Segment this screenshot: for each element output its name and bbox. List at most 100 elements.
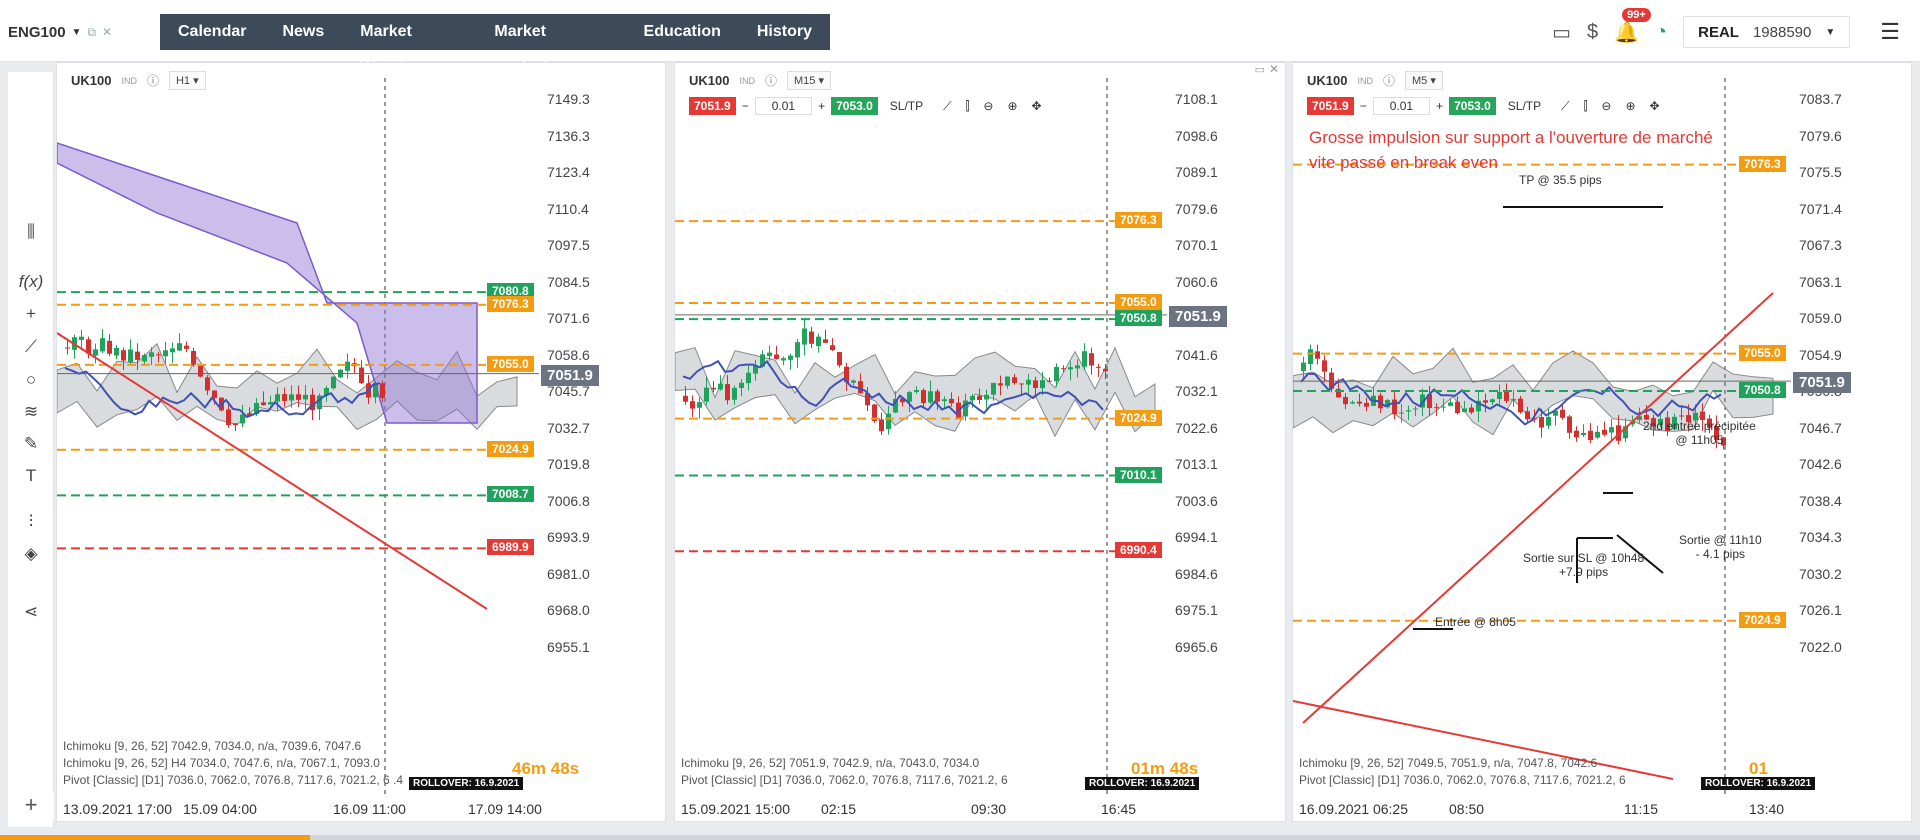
layout-icon[interactable]: ▭	[1552, 21, 1571, 44]
candle	[1469, 407, 1474, 413]
indicator-line[interactable]: Ichimoku [9, 26, 52] 7049.5, 7051.9, n/a…	[1299, 756, 1598, 770]
line-tool-icon[interactable]: ⟋	[25, 337, 37, 356]
zoom-in-icon[interactable]: ⊕	[1625, 99, 1636, 113]
pen-icon[interactable]: ✎	[23, 434, 39, 453]
plus-icon[interactable]: +	[1436, 99, 1444, 113]
crosshair-icon[interactable]: +	[26, 304, 36, 323]
buy-button[interactable]: 7053.0	[1449, 97, 1496, 115]
candle	[788, 355, 793, 360]
maximize-icon[interactable]: ▭	[1254, 64, 1265, 76]
chart-panel-m15[interactable]: UK100 IND ⓘ M15 ▾ 7051.9 − 0.01 + 7053.0…	[674, 62, 1286, 822]
minus-icon[interactable]: −	[741, 99, 749, 113]
nav-news[interactable]: News	[282, 23, 325, 40]
indicator-line[interactable]: Pivot [Classic] [D1] 7036.0, 7062.0, 707…	[1299, 773, 1626, 787]
candles-icon[interactable]: ⫿	[1583, 98, 1588, 113]
layers-icon[interactable]: ◈	[24, 544, 38, 563]
zoom-out-icon[interactable]: ⊖	[983, 99, 994, 113]
annotation-line: @ 11h05	[1675, 433, 1724, 447]
minus-icon[interactable]: −	[1359, 99, 1367, 113]
sell-button[interactable]: 7051.9	[1307, 97, 1354, 115]
share-icon[interactable]: ⋖	[23, 602, 39, 621]
candle	[79, 336, 84, 340]
x-axis-label: 17.09 14:00	[468, 801, 542, 817]
y-axis-label: 6993.9	[547, 529, 590, 545]
info-icon[interactable]: ⓘ	[764, 74, 777, 88]
popout-icon[interactable]: ⧉	[87, 24, 97, 39]
y-axis-label: 7079.6	[1175, 200, 1218, 217]
indicator-line[interactable]: Ichimoku [9, 26, 52] 7051.9, 7042.9, n/a…	[681, 756, 980, 770]
chart-panel-m5[interactable]: UK100 IND ⓘ M5 ▾ 7051.9 − 0.01 + 7053.0 …	[1292, 62, 1912, 822]
chart-canvas[interactable]	[675, 63, 1286, 822]
bell-icon[interactable]: 🔔 99+	[1614, 7, 1651, 45]
info-icon[interactable]: ⓘ	[1382, 74, 1395, 88]
nav-education[interactable]: Education	[643, 23, 721, 40]
candle	[212, 390, 217, 398]
candle	[135, 351, 140, 360]
function-icon[interactable]: f(x)	[18, 272, 44, 291]
nav-calendar[interactable]: Calendar	[178, 23, 247, 40]
candle	[1434, 407, 1439, 409]
candle	[1665, 417, 1670, 432]
chevron-down-icon[interactable]: ▼	[71, 26, 82, 38]
info-icon[interactable]: ⓘ	[146, 74, 159, 88]
move-icon[interactable]: ✥	[1031, 99, 1042, 113]
trend-line	[1302, 292, 1774, 724]
candle	[1672, 416, 1677, 430]
candle	[746, 372, 751, 384]
price-level-tag: 7050.8	[1115, 310, 1162, 327]
chart-panel-h1[interactable]: UK100 IND ⓘ H1 ▾ Ichimoku [9, 26, 52] 70…	[56, 62, 666, 822]
bottom-scrollbar[interactable]	[0, 835, 1920, 840]
candle	[282, 394, 287, 402]
annotation-line: - 4.1 pips	[1695, 547, 1746, 561]
chart-canvas[interactable]	[1293, 63, 1912, 822]
candles-icon[interactable]: ⫿	[965, 98, 970, 113]
deposit-icon[interactable]: $	[1586, 20, 1599, 43]
timeframe-select[interactable]: H1 ▾	[168, 71, 206, 90]
candle	[725, 384, 730, 401]
trend-icon[interactable]: ⟋	[943, 98, 952, 113]
indicator-icon[interactable]: ⫶	[28, 512, 34, 531]
nav-market-watch[interactable]: Market Watch	[360, 23, 412, 76]
move-icon[interactable]: ✥	[1649, 99, 1660, 113]
candle	[1315, 351, 1320, 359]
add-chart-button[interactable]: +	[8, 792, 54, 822]
y-axis-label: 7070.1	[1175, 237, 1218, 253]
trend-icon[interactable]: ⟋	[1561, 98, 1570, 113]
indicator-line[interactable]: Pivot [Classic] [D1] 7036.0, 7062.0, 707…	[681, 773, 1008, 787]
account-selector[interactable]: REAL 1988590 ▼	[1683, 16, 1851, 48]
timeframe-select[interactable]: M5 ▾	[1404, 71, 1443, 90]
sltp-button[interactable]: SL/TP	[1507, 99, 1542, 113]
symbol-tab[interactable]: ENG100 ▼ ⧉ ✕	[8, 14, 158, 50]
indicator-line[interactable]: Ichimoku [9, 26, 52] H4 7034.0, 7047.6, …	[63, 756, 380, 770]
chart-canvas[interactable]	[57, 63, 666, 822]
fibonacci-icon[interactable]: ≋	[23, 402, 39, 421]
scroll-thumb[interactable]	[0, 835, 310, 840]
nav-history[interactable]: History	[756, 23, 812, 40]
lot-input[interactable]: 0.01	[1372, 97, 1431, 115]
plus-icon[interactable]: +	[818, 99, 826, 113]
candle	[170, 348, 175, 353]
circle-tool-icon[interactable]: ○	[25, 370, 37, 389]
close-icon[interactable]: ✕	[1268, 62, 1279, 76]
sell-button[interactable]: 7051.9	[689, 97, 736, 115]
sltp-button[interactable]: SL/TP	[889, 99, 924, 113]
indicator-line[interactable]: Ichimoku [9, 26, 52] 7042.9, 7034.0, n/a…	[63, 739, 362, 753]
panel-symbol: UK100	[689, 73, 730, 88]
indicator-line[interactable]: Pivot [Classic] [D1] 7036.0, 7062.0, 707…	[63, 773, 404, 787]
candle	[781, 358, 786, 361]
close-icon[interactable]: ✕	[102, 25, 113, 39]
nav-market-analysis[interactable]: Market analysis	[494, 23, 557, 76]
lot-input[interactable]: 0.01	[754, 97, 813, 115]
candle	[697, 402, 702, 408]
bar-chart-icon[interactable]: ⫼	[27, 222, 35, 241]
buy-button[interactable]: 7053.0	[831, 97, 878, 115]
timeframe-select[interactable]: M15 ▾	[786, 71, 831, 90]
text-tool-icon[interactable]: T	[25, 466, 37, 485]
candle	[1336, 388, 1341, 398]
y-axis-label: 7013.1	[1175, 456, 1218, 472]
annotation-line: Sortie @ 11h10	[1679, 533, 1762, 547]
candle	[1040, 380, 1045, 389]
zoom-in-icon[interactable]: ⊕	[1007, 99, 1018, 113]
menu-icon[interactable]: ☰	[1880, 19, 1900, 44]
zoom-out-icon[interactable]: ⊖	[1601, 99, 1612, 113]
